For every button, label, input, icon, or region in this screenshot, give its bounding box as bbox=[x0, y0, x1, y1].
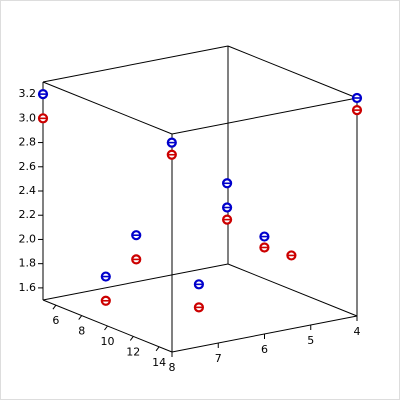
box-edge bbox=[227, 263, 358, 317]
x-tick-label: 6 bbox=[52, 314, 59, 327]
point bbox=[259, 242, 270, 253]
point bbox=[351, 105, 363, 116]
x-tick bbox=[52, 304, 57, 310]
point bbox=[37, 113, 49, 124]
z-tick-label: 3.0 bbox=[19, 111, 37, 124]
z-tick-label: 2.2 bbox=[19, 208, 37, 221]
z-tick-label: 2.0 bbox=[19, 232, 37, 245]
point bbox=[221, 214, 233, 225]
x-tick-label: 12 bbox=[126, 345, 140, 358]
point bbox=[166, 149, 177, 160]
point bbox=[221, 178, 233, 189]
point bbox=[193, 302, 204, 313]
y-tick-label: 7 bbox=[215, 352, 222, 365]
z-tick-label: 3.2 bbox=[19, 87, 37, 100]
x-tick-label: 10 bbox=[101, 335, 115, 348]
x-tick bbox=[78, 315, 83, 320]
point bbox=[221, 202, 233, 213]
x-tick bbox=[104, 325, 108, 331]
box-edge bbox=[171, 97, 358, 135]
box-edge bbox=[42, 263, 229, 301]
z-tick-label: 1.6 bbox=[19, 281, 37, 294]
box-edge bbox=[227, 45, 358, 99]
point bbox=[351, 92, 363, 104]
point bbox=[193, 279, 204, 290]
point bbox=[100, 295, 111, 306]
point bbox=[37, 89, 49, 100]
x-tick bbox=[155, 346, 160, 352]
box-edge bbox=[42, 81, 173, 135]
z-tick-label: 2.8 bbox=[19, 136, 37, 149]
y-tick-label: 8 bbox=[169, 361, 176, 374]
y-tick-label: 4 bbox=[354, 325, 361, 338]
z-tick-label: 2.4 bbox=[19, 184, 37, 197]
x-tick-label: 14 bbox=[152, 356, 166, 369]
y-tick-label: 5 bbox=[307, 334, 314, 347]
z-tick-label: 1.8 bbox=[19, 257, 37, 270]
y-tick-label: 6 bbox=[261, 343, 268, 356]
point bbox=[259, 231, 270, 242]
point bbox=[131, 254, 142, 265]
x-tick-label: 8 bbox=[78, 325, 85, 338]
point bbox=[286, 250, 297, 261]
point bbox=[100, 271, 111, 282]
box-edge bbox=[42, 45, 229, 83]
x-tick bbox=[129, 336, 134, 341]
point bbox=[131, 230, 142, 241]
z-tick-label: 2.6 bbox=[19, 160, 37, 173]
point bbox=[166, 137, 177, 148]
